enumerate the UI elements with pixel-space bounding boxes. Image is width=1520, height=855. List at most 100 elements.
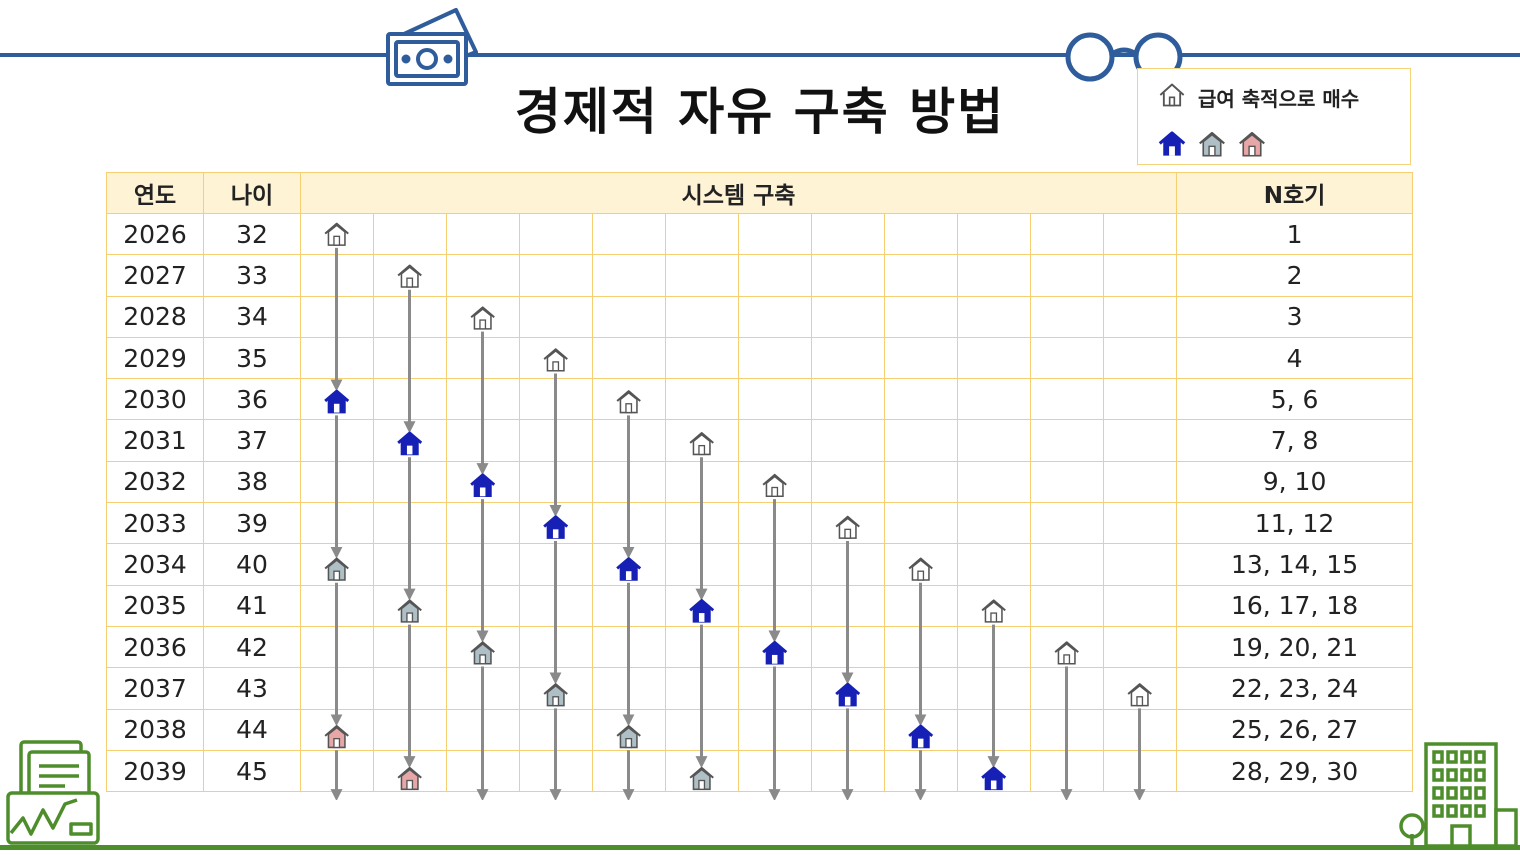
system-cell [592, 336, 666, 380]
system-cell [373, 254, 447, 297]
table-row: 2031 37 7, 8 [106, 419, 1414, 462]
system-cell [665, 584, 739, 627]
table-row: 2036 42 19, 20, 21 [106, 625, 1414, 669]
system-cell [738, 254, 812, 297]
system-cell [665, 667, 739, 710]
system-cell [665, 708, 739, 751]
header-age: 나이 [203, 172, 301, 214]
system-cell [811, 336, 885, 380]
age-cell: 33 [203, 254, 301, 297]
system-cell [300, 667, 374, 710]
n-cell: 22, 23, 24 [1176, 667, 1414, 710]
system-cell [884, 502, 958, 545]
system-cell [592, 254, 666, 297]
system-cell [665, 212, 739, 256]
age-cell: 44 [203, 708, 301, 751]
year-cell: 2026 [106, 212, 204, 256]
table-row: 2030 36 5, 6 [106, 378, 1414, 421]
system-cell [1102, 667, 1178, 710]
n-cell: 28, 29, 30 [1176, 749, 1414, 793]
system-cell [373, 584, 447, 627]
blue-house-icon [1158, 129, 1186, 163]
system-cell [811, 378, 885, 421]
year-cell: 2035 [106, 584, 204, 627]
system-cell [300, 584, 374, 627]
system-cell [811, 625, 885, 669]
system-cell [738, 708, 812, 751]
system-cell [519, 419, 593, 462]
system-cell [373, 212, 447, 256]
system-cell [1030, 749, 1104, 793]
system-cell [884, 419, 958, 462]
top-decorative-line [0, 53, 1520, 57]
system-cell [811, 212, 885, 256]
system-cell [738, 749, 812, 793]
system-cell [592, 419, 666, 462]
system-cell [373, 502, 447, 545]
system-cell [738, 419, 812, 462]
age-cell: 37 [203, 419, 301, 462]
year-cell: 2038 [106, 708, 204, 751]
system-cell [957, 295, 1031, 338]
gray-house-icon [1198, 129, 1226, 163]
year-cell: 2030 [106, 378, 204, 421]
system-cell [519, 254, 593, 297]
age-cell: 32 [203, 212, 301, 256]
system-cell [811, 254, 885, 297]
bottom-decorative-line [0, 845, 1520, 850]
n-cell: 9, 10 [1176, 460, 1414, 504]
age-cell: 42 [203, 625, 301, 669]
system-cell [884, 543, 958, 586]
n-cell: 2 [1176, 254, 1414, 297]
age-cell: 40 [203, 543, 301, 586]
system-cell [884, 378, 958, 421]
system-cell [592, 625, 666, 669]
system-cell [665, 460, 739, 504]
system-cell [519, 212, 593, 256]
header-n: N호기 [1176, 172, 1414, 214]
system-cell [738, 295, 812, 338]
system-cell [884, 749, 958, 793]
age-cell: 35 [203, 336, 301, 380]
system-cell [592, 460, 666, 504]
legend-label: 급여 축적으로 매수 [1198, 86, 1360, 111]
document-chart-icon [6, 740, 100, 845]
system-table: 연도 나이 시스템 구축 N호기 2026 32 1 2027 33 2 2028 34 3 20… [106, 172, 1414, 793]
system-cell [1030, 295, 1104, 338]
building-icon [1399, 742, 1518, 848]
year-cell: 2034 [106, 543, 204, 586]
system-cell [592, 295, 666, 338]
money-icon [386, 8, 478, 86]
system-cell [592, 502, 666, 545]
age-cell: 39 [203, 502, 301, 545]
table-row: 2026 32 1 [106, 212, 1414, 256]
system-cell [1102, 460, 1178, 504]
system-cell [300, 625, 374, 669]
system-cell [957, 336, 1031, 380]
system-cell [665, 625, 739, 669]
system-cell [738, 543, 812, 586]
system-cell [519, 460, 593, 504]
system-cell [446, 212, 520, 256]
table-row: 2039 45 28, 29, 30 [106, 749, 1414, 793]
system-cell [884, 584, 958, 627]
legend: 급여 축적으로 매수 [1137, 68, 1411, 165]
system-cell [957, 254, 1031, 297]
n-cell: 1 [1176, 212, 1414, 256]
year-cell: 2029 [106, 336, 204, 380]
system-cell [957, 502, 1031, 545]
system-cell [592, 212, 666, 256]
system-cell [1102, 584, 1178, 627]
n-cell: 5, 6 [1176, 378, 1414, 421]
table-row: 2033 39 11, 12 [106, 502, 1414, 545]
system-cell [811, 295, 885, 338]
year-cell: 2028 [106, 295, 204, 338]
system-cell [884, 295, 958, 338]
system-cell [519, 584, 593, 627]
header-system: 시스템 구축 [299, 172, 1178, 214]
system-cell [884, 254, 958, 297]
system-cell [592, 543, 666, 586]
system-cell [1030, 254, 1104, 297]
n-cell: 3 [1176, 295, 1414, 338]
system-cell [957, 212, 1031, 256]
